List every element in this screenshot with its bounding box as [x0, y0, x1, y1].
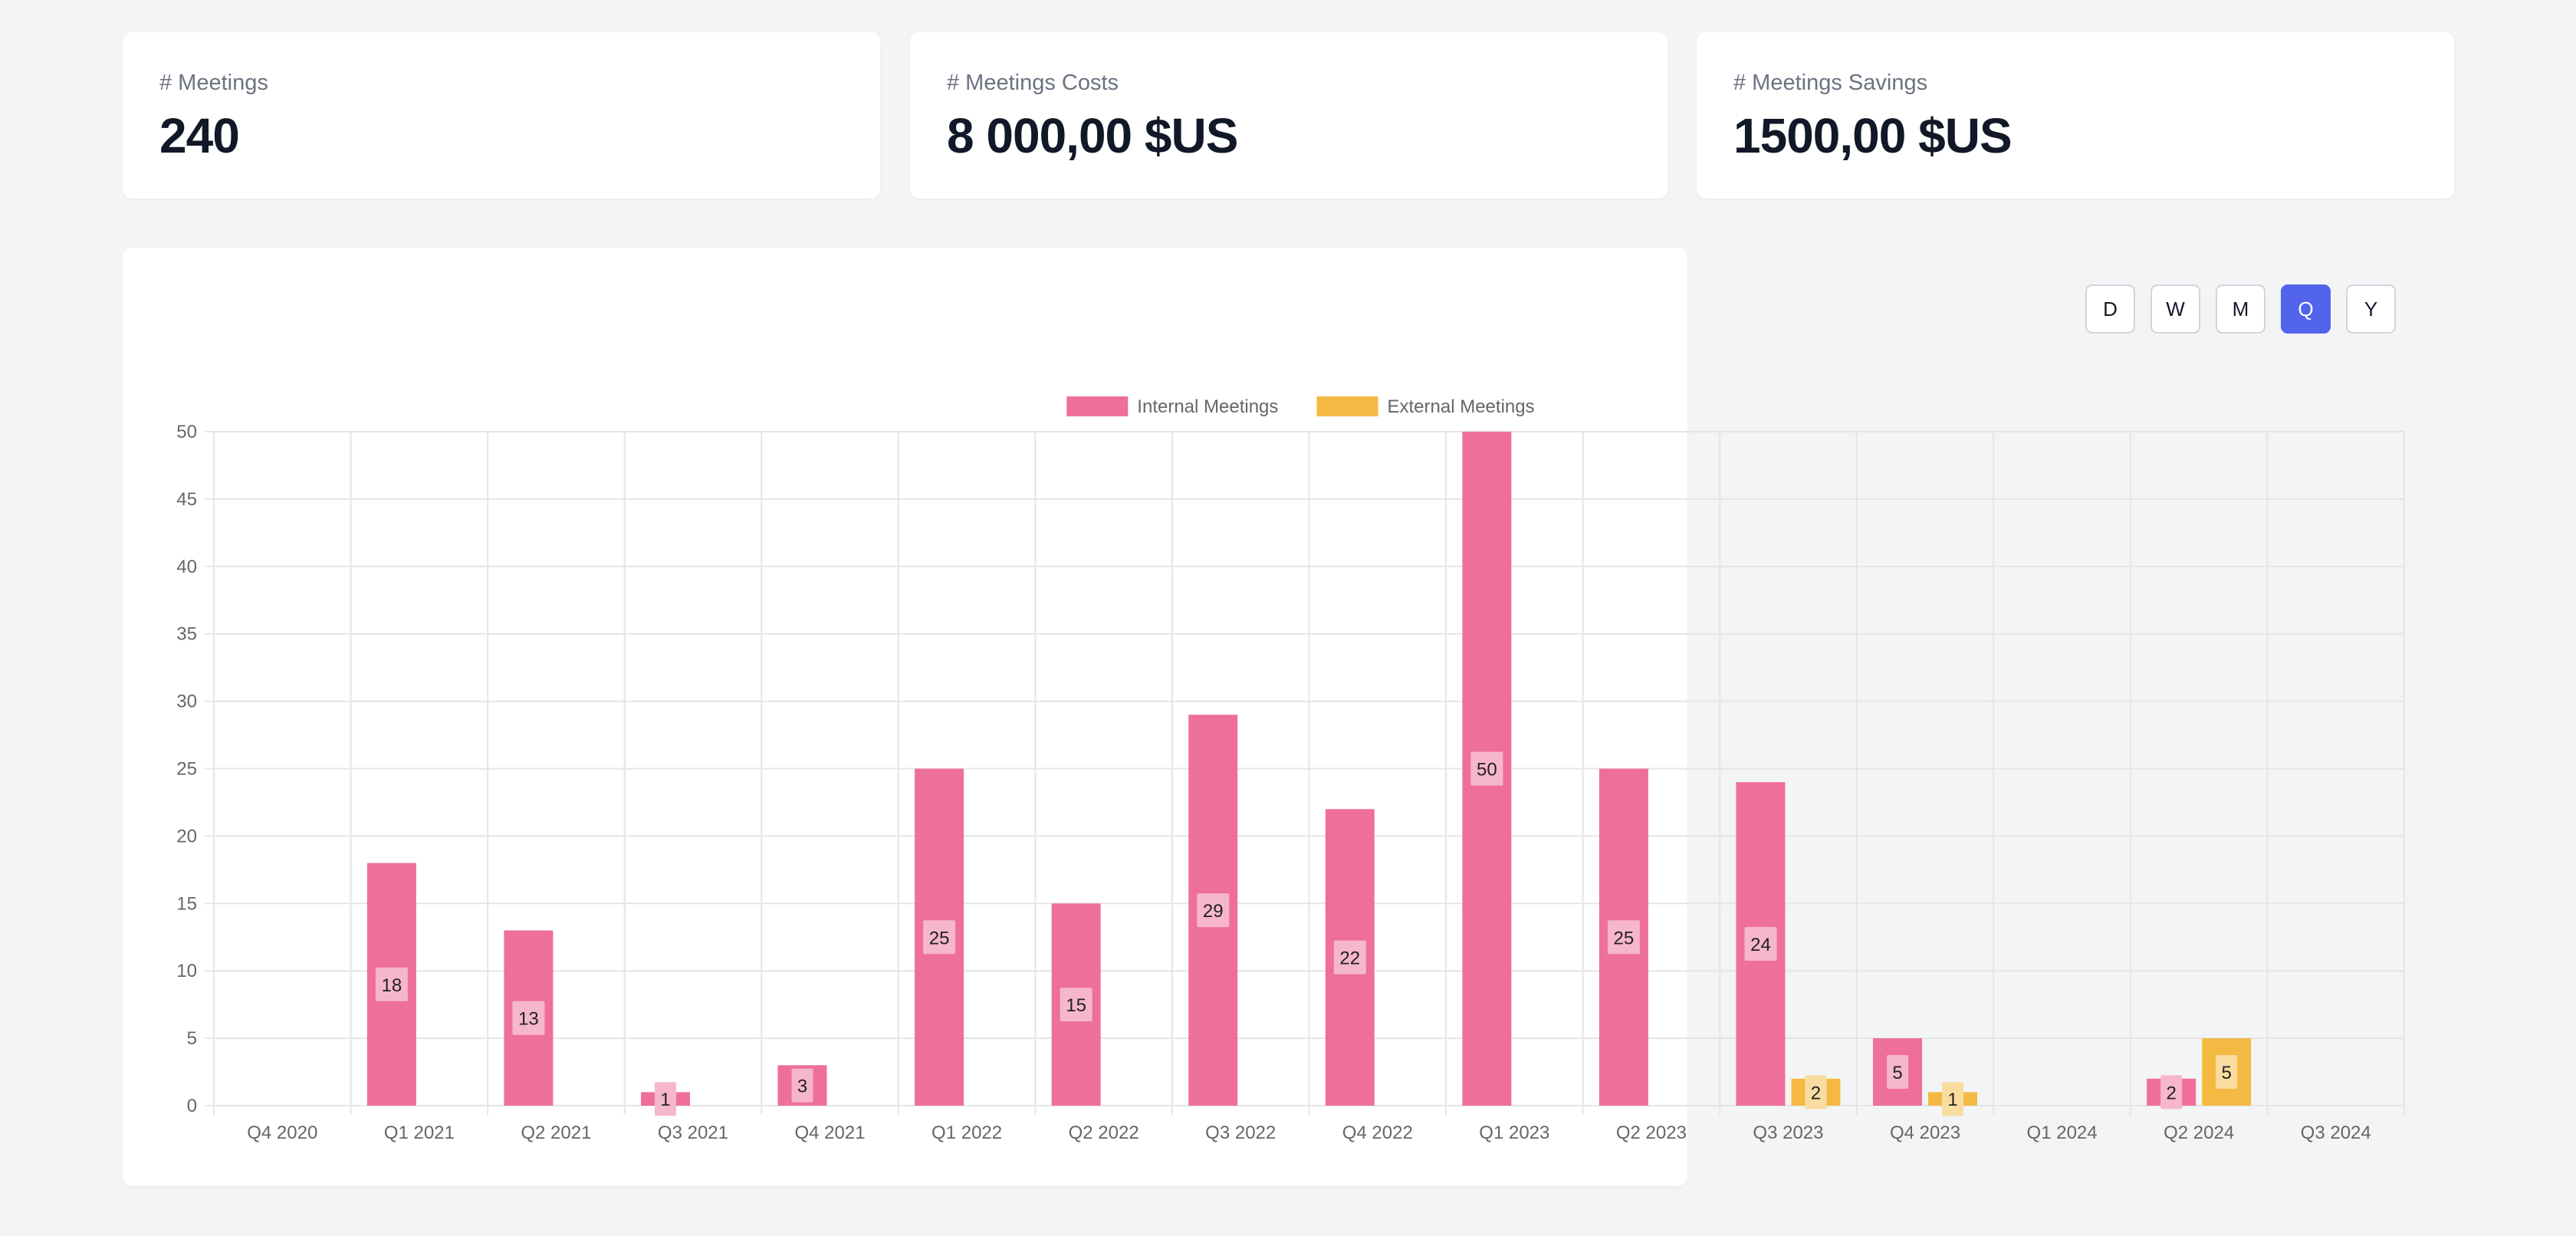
- x-tick-label: Q3 2022: [1205, 1123, 1276, 1143]
- stat-card-meetings-savings: # Meetings Savings 1500,00 $US: [1697, 32, 2454, 199]
- data-label-box: [1470, 751, 1503, 786]
- stat-value: 8 000,00 $US: [947, 108, 1238, 163]
- y-tick-label: 40: [176, 557, 197, 577]
- data-label-box: [1942, 1082, 1964, 1116]
- x-tick-label: Q4 2022: [1342, 1123, 1413, 1143]
- data-label: 15: [1066, 995, 1086, 1016]
- x-tick-label: Q3 2024: [2301, 1123, 2371, 1143]
- data-label: 24: [1750, 935, 1771, 955]
- stat-label: # Meetings: [159, 71, 268, 95]
- y-tick-label: 0: [187, 1096, 197, 1116]
- data-label: 3: [797, 1077, 807, 1097]
- legend-swatch: [1066, 396, 1129, 416]
- data-label-box: [1607, 920, 1640, 955]
- y-tick-label: 35: [176, 624, 197, 645]
- stat-label: # Meetings Costs: [947, 71, 1119, 95]
- x-tick-label: Q3 2023: [1753, 1123, 1823, 1143]
- data-label-box: [1333, 940, 1366, 975]
- data-label: 25: [1614, 928, 1635, 948]
- stat-card-meetings: # Meetings 240: [123, 32, 880, 199]
- data-label: 5: [2221, 1063, 2231, 1083]
- data-label-box: [923, 920, 956, 955]
- data-label-box: [1060, 988, 1092, 1022]
- x-tick-label: Q4 2023: [1890, 1123, 1960, 1143]
- data-label: 13: [518, 1009, 539, 1030]
- period-button-month[interactable]: M: [2216, 284, 2266, 334]
- y-tick-label: 25: [176, 759, 197, 780]
- data-label: 1: [1947, 1090, 1957, 1110]
- x-tick-label: Q2 2023: [1616, 1123, 1687, 1143]
- x-tick-label: Q1 2022: [932, 1123, 1002, 1143]
- data-label-box: [512, 1001, 545, 1035]
- x-tick-label: Q3 2021: [658, 1123, 728, 1143]
- data-label: 2: [2166, 1083, 2176, 1103]
- x-tick-label: Q1 2023: [1479, 1123, 1549, 1143]
- stat-value: 1500,00 $US: [1733, 108, 2013, 163]
- data-label-box: [2216, 1055, 2238, 1090]
- data-label-box: [1887, 1055, 1909, 1090]
- x-tick-label: Q4 2021: [794, 1123, 865, 1143]
- y-tick-label: 50: [176, 422, 197, 442]
- stat-value: 240: [159, 108, 240, 163]
- data-label-box: [1744, 927, 1777, 962]
- data-label: 25: [929, 928, 950, 948]
- data-label-box: [654, 1082, 676, 1116]
- data-label: 50: [1477, 760, 1497, 781]
- legend-label: External Meetings: [1388, 396, 1535, 417]
- y-tick-label: 5: [187, 1028, 197, 1049]
- x-tick-label: Q4 2020: [247, 1123, 317, 1143]
- period-button-quarter[interactable]: Q: [2281, 284, 2331, 334]
- data-label-box: [375, 967, 408, 1001]
- data-label: 18: [381, 975, 402, 996]
- y-tick-label: 15: [176, 893, 197, 914]
- data-label: 2: [1811, 1083, 1821, 1103]
- y-tick-label: 20: [176, 826, 197, 846]
- x-tick-label: Q1 2021: [384, 1123, 455, 1143]
- x-tick-label: Q2 2024: [2164, 1123, 2234, 1143]
- legend-swatch: [1316, 396, 1378, 416]
- y-tick-label: 30: [176, 692, 197, 712]
- y-tick-label: 45: [176, 489, 197, 510]
- legend-label: Internal Meetings: [1137, 396, 1278, 417]
- data-label-box: [2160, 1075, 2183, 1109]
- stat-label: # Meetings Savings: [1733, 71, 1928, 95]
- data-label: 5: [1892, 1063, 1902, 1083]
- x-tick-label: Q2 2022: [1069, 1123, 1139, 1143]
- data-label: 1: [660, 1090, 670, 1110]
- data-label-box: [1805, 1075, 1827, 1109]
- data-label-box: [791, 1068, 813, 1103]
- y-tick-label: 10: [176, 961, 197, 981]
- data-label-box: [1197, 893, 1230, 928]
- x-tick-label: Q2 2021: [521, 1123, 591, 1143]
- period-button-year[interactable]: Y: [2346, 284, 2396, 334]
- period-button-day[interactable]: D: [2085, 284, 2135, 334]
- period-button-week[interactable]: W: [2150, 284, 2200, 334]
- x-tick-label: Q1 2024: [2027, 1123, 2098, 1143]
- stat-card-meetings-costs: # Meetings Costs 8 000,00 $US: [910, 32, 1668, 199]
- data-label: 29: [1203, 901, 1224, 922]
- data-label: 22: [1339, 948, 1360, 969]
